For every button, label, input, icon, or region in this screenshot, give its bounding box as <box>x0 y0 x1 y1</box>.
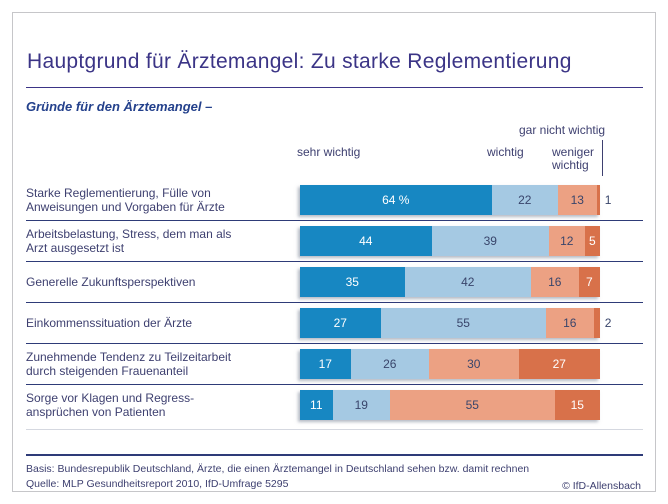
bar-value: 17 <box>318 357 332 371</box>
footer: Basis: Bundesrepublik Deutschland, Ärzte… <box>26 454 643 492</box>
bar-area: 17 26 30 27 <box>299 349 643 379</box>
bar-segment-wichtig: 42 <box>404 267 531 297</box>
chart-row: Sorge vor Klagen und Regress- ansprüchen… <box>26 385 643 425</box>
footer-quelle: Quelle: MLP Gesundheitsreport 2010, IfD-… <box>26 478 289 490</box>
bar-stack: 44 39 12 5 <box>299 226 600 256</box>
chart-row: Arbeitsbelastung, Stress, dem man als Ar… <box>26 221 643 261</box>
category-label: Einkommenssituation der Ärzte <box>26 316 193 330</box>
bar-value: 12 <box>560 234 574 248</box>
slide-frame: Hauptgrund für Ärztemangel: Zu starke Re… <box>12 12 656 492</box>
legend-label-wichtig: wichtig <box>487 145 524 159</box>
bar-segment-weniger-wichtig: 12 <box>548 226 585 256</box>
bar-value: 39 <box>483 234 497 248</box>
bar-value: 55 <box>465 398 479 412</box>
bar-value: 64 % <box>382 193 410 207</box>
bar-value: 16 <box>548 275 562 289</box>
bar-value: 27 <box>552 357 566 371</box>
bar-segment-sehr-wichtig: 35 <box>299 267 405 297</box>
bar-segment-wichtig: 22 <box>491 185 558 215</box>
chart-row: Generelle Zukunftsperspektiven 35 42 16 7 <box>26 262 643 302</box>
legend-label-gar-nicht-wichtig: gar nicht wichtig <box>519 123 606 137</box>
bar-value: 7 <box>585 275 593 289</box>
legend-label-weniger-wichtig: weniger wichtig <box>552 145 595 172</box>
slide-content: Hauptgrund für Ärztemangel: Zu starke Re… <box>26 13 643 492</box>
bar-segment-wichtig: 55 <box>380 308 546 338</box>
bar-segment-sehr-wichtig: 17 <box>299 349 351 379</box>
title-divider <box>26 87 643 88</box>
bar-segment-gar-nicht-wichtig: 27 <box>518 349 600 379</box>
bar-segment-gar-nicht-wichtig: 15 <box>554 390 600 420</box>
bar-segment-gar-nicht-wichtig: 7 <box>578 267 600 297</box>
legend: sehr wichtig wichtig weniger wichtig gar… <box>26 114 643 180</box>
bar-segment-sehr-wichtig: 64 % <box>299 185 492 215</box>
chart: Starke Reglementierung, Fülle von Anweis… <box>26 180 643 425</box>
bar-stack: 17 26 30 27 <box>299 349 600 379</box>
row-divider <box>26 302 643 303</box>
bar-segment-wichtig: 39 <box>431 226 549 256</box>
bar-value: 30 <box>467 357 481 371</box>
bar-stack: 35 42 16 7 <box>299 267 600 297</box>
bar-value: 42 <box>461 275 475 289</box>
chart-row: Einkommenssituation der Ärzte 2 27 55 16 <box>26 303 643 343</box>
bar-value: 27 <box>333 316 347 330</box>
bar-segment-weniger-wichtig: 16 <box>545 308 594 338</box>
category-label: Zunehmende Tendenz zu Teilzeitarbeit dur… <box>26 350 232 378</box>
bar-value: 13 <box>570 193 584 207</box>
row-divider <box>26 343 643 344</box>
bar-segment-weniger-wichtig: 13 <box>557 185 597 215</box>
bar-segment-sehr-wichtig: 11 <box>299 390 333 420</box>
row-divider <box>26 384 643 385</box>
bar-value: 55 <box>456 316 470 330</box>
bar-value: 19 <box>354 398 368 412</box>
row-divider <box>26 220 643 221</box>
chart-subtitle: Gründe für den Ärztemangel – <box>26 99 213 114</box>
bar-segment-wichtig: 26 <box>350 349 429 379</box>
category-label: Generelle Zukunftsperspektiven <box>26 275 196 289</box>
bar-segment-sehr-wichtig: 27 <box>299 308 381 338</box>
bar-area: 1 64 % 22 13 <box>299 185 643 215</box>
bar-value-outside: 2 <box>604 316 612 330</box>
bar-area: 11 19 55 15 <box>299 390 643 420</box>
bar-segment-gar-nicht-wichtig <box>596 185 600 215</box>
bar-value: 22 <box>518 193 532 207</box>
bar-segment-weniger-wichtig: 55 <box>389 390 555 420</box>
footer-copyright: © IfD-Allensbach <box>562 480 641 492</box>
bar-stack: 11 19 55 15 <box>299 390 600 420</box>
bar-value: 26 <box>383 357 397 371</box>
category-label: Arbeitsbelastung, Stress, dem man als Ar… <box>26 227 232 255</box>
bar-stack: 64 % 22 13 <box>299 185 600 215</box>
bar-value: 15 <box>570 398 584 412</box>
bar-area: 2 27 55 16 <box>299 308 643 338</box>
bar-value: 35 <box>345 275 359 289</box>
bar-stack: 27 55 16 <box>299 308 600 338</box>
page-title: Hauptgrund für Ärztemangel: Zu starke Re… <box>27 50 572 73</box>
legend-label-sehr-wichtig: sehr wichtig <box>297 145 361 159</box>
category-label: Sorge vor Klagen und Regress- ansprüchen… <box>26 391 195 419</box>
bar-area: 44 39 12 5 <box>299 226 643 256</box>
bar-segment-sehr-wichtig: 44 <box>299 226 432 256</box>
bar-area: 35 42 16 7 <box>299 267 643 297</box>
bar-segment-weniger-wichtig: 16 <box>530 267 579 297</box>
chart-row: Zunehmende Tendenz zu Teilzeitarbeit dur… <box>26 344 643 384</box>
row-divider <box>26 261 643 262</box>
category-label: Starke Reglementierung, Fülle von Anweis… <box>26 186 225 214</box>
legend-pointer-line <box>602 140 603 176</box>
bar-value-outside: 1 <box>604 193 612 207</box>
bar-segment-gar-nicht-wichtig: 5 <box>584 226 600 256</box>
chart-row: Starke Reglementierung, Fülle von Anweis… <box>26 180 643 220</box>
bar-segment-weniger-wichtig: 30 <box>428 349 519 379</box>
bar-segment-gar-nicht-wichtig <box>593 308 600 338</box>
bar-segment-wichtig: 19 <box>332 390 390 420</box>
bar-value: 44 <box>359 234 373 248</box>
bar-value: 16 <box>563 316 577 330</box>
bar-value: 5 <box>588 234 596 248</box>
footer-basis: Basis: Bundesrepublik Deutschland, Ärzte… <box>26 463 530 475</box>
bar-value: 11 <box>310 398 323 412</box>
chart-bottom-divider <box>26 429 643 430</box>
